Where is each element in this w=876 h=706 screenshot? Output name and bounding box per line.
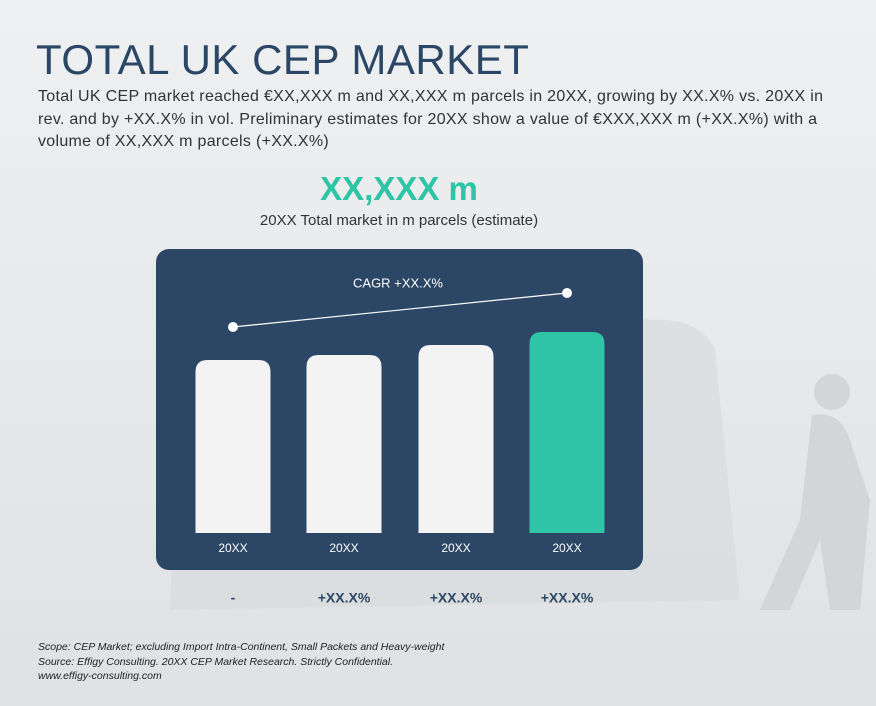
- cagr-annotation: CAGR +XX.X%: [353, 275, 443, 290]
- cagr-dot: [562, 288, 572, 298]
- growth-label: -: [231, 590, 236, 606]
- x-tick-label: 20XX: [218, 541, 247, 555]
- footnote: Scope: CEP Market; excluding Import Intr…: [38, 641, 445, 653]
- person-silhouette: [760, 414, 870, 610]
- bar: [306, 355, 382, 533]
- bar: [529, 332, 605, 533]
- bar: [195, 360, 271, 533]
- person-head: [814, 374, 850, 410]
- x-tick-label: 20XX: [441, 541, 470, 555]
- headline-caption: 20XX Total market in m parcels (estimate…: [259, 212, 539, 229]
- footnotes: Scope: CEP Market; excluding Import Intr…: [38, 640, 444, 684]
- footnote: Source: Effigy Consulting. 20XX CEP Mark…: [38, 655, 394, 668]
- x-tick-label: 20XX: [552, 541, 581, 555]
- slide-title: TOTAL UK CEP MARKET: [36, 36, 530, 83]
- x-tick-label: 20XX: [329, 541, 358, 555]
- bar: [418, 345, 494, 533]
- footnote: www.effigy-consulting.com: [38, 670, 162, 682]
- headline-value: XX,XXX m: [320, 170, 478, 207]
- cagr-dot: [228, 322, 238, 332]
- cagr-line: [232, 292, 568, 328]
- growth-label: +XX.X%: [318, 590, 371, 606]
- chart-panel: [156, 249, 643, 570]
- growth-label: +XX.X%: [541, 590, 594, 606]
- description: Total UK CEP market reached €XX,XXX m an…: [38, 88, 824, 150]
- growth-label: +XX.X%: [430, 590, 483, 606]
